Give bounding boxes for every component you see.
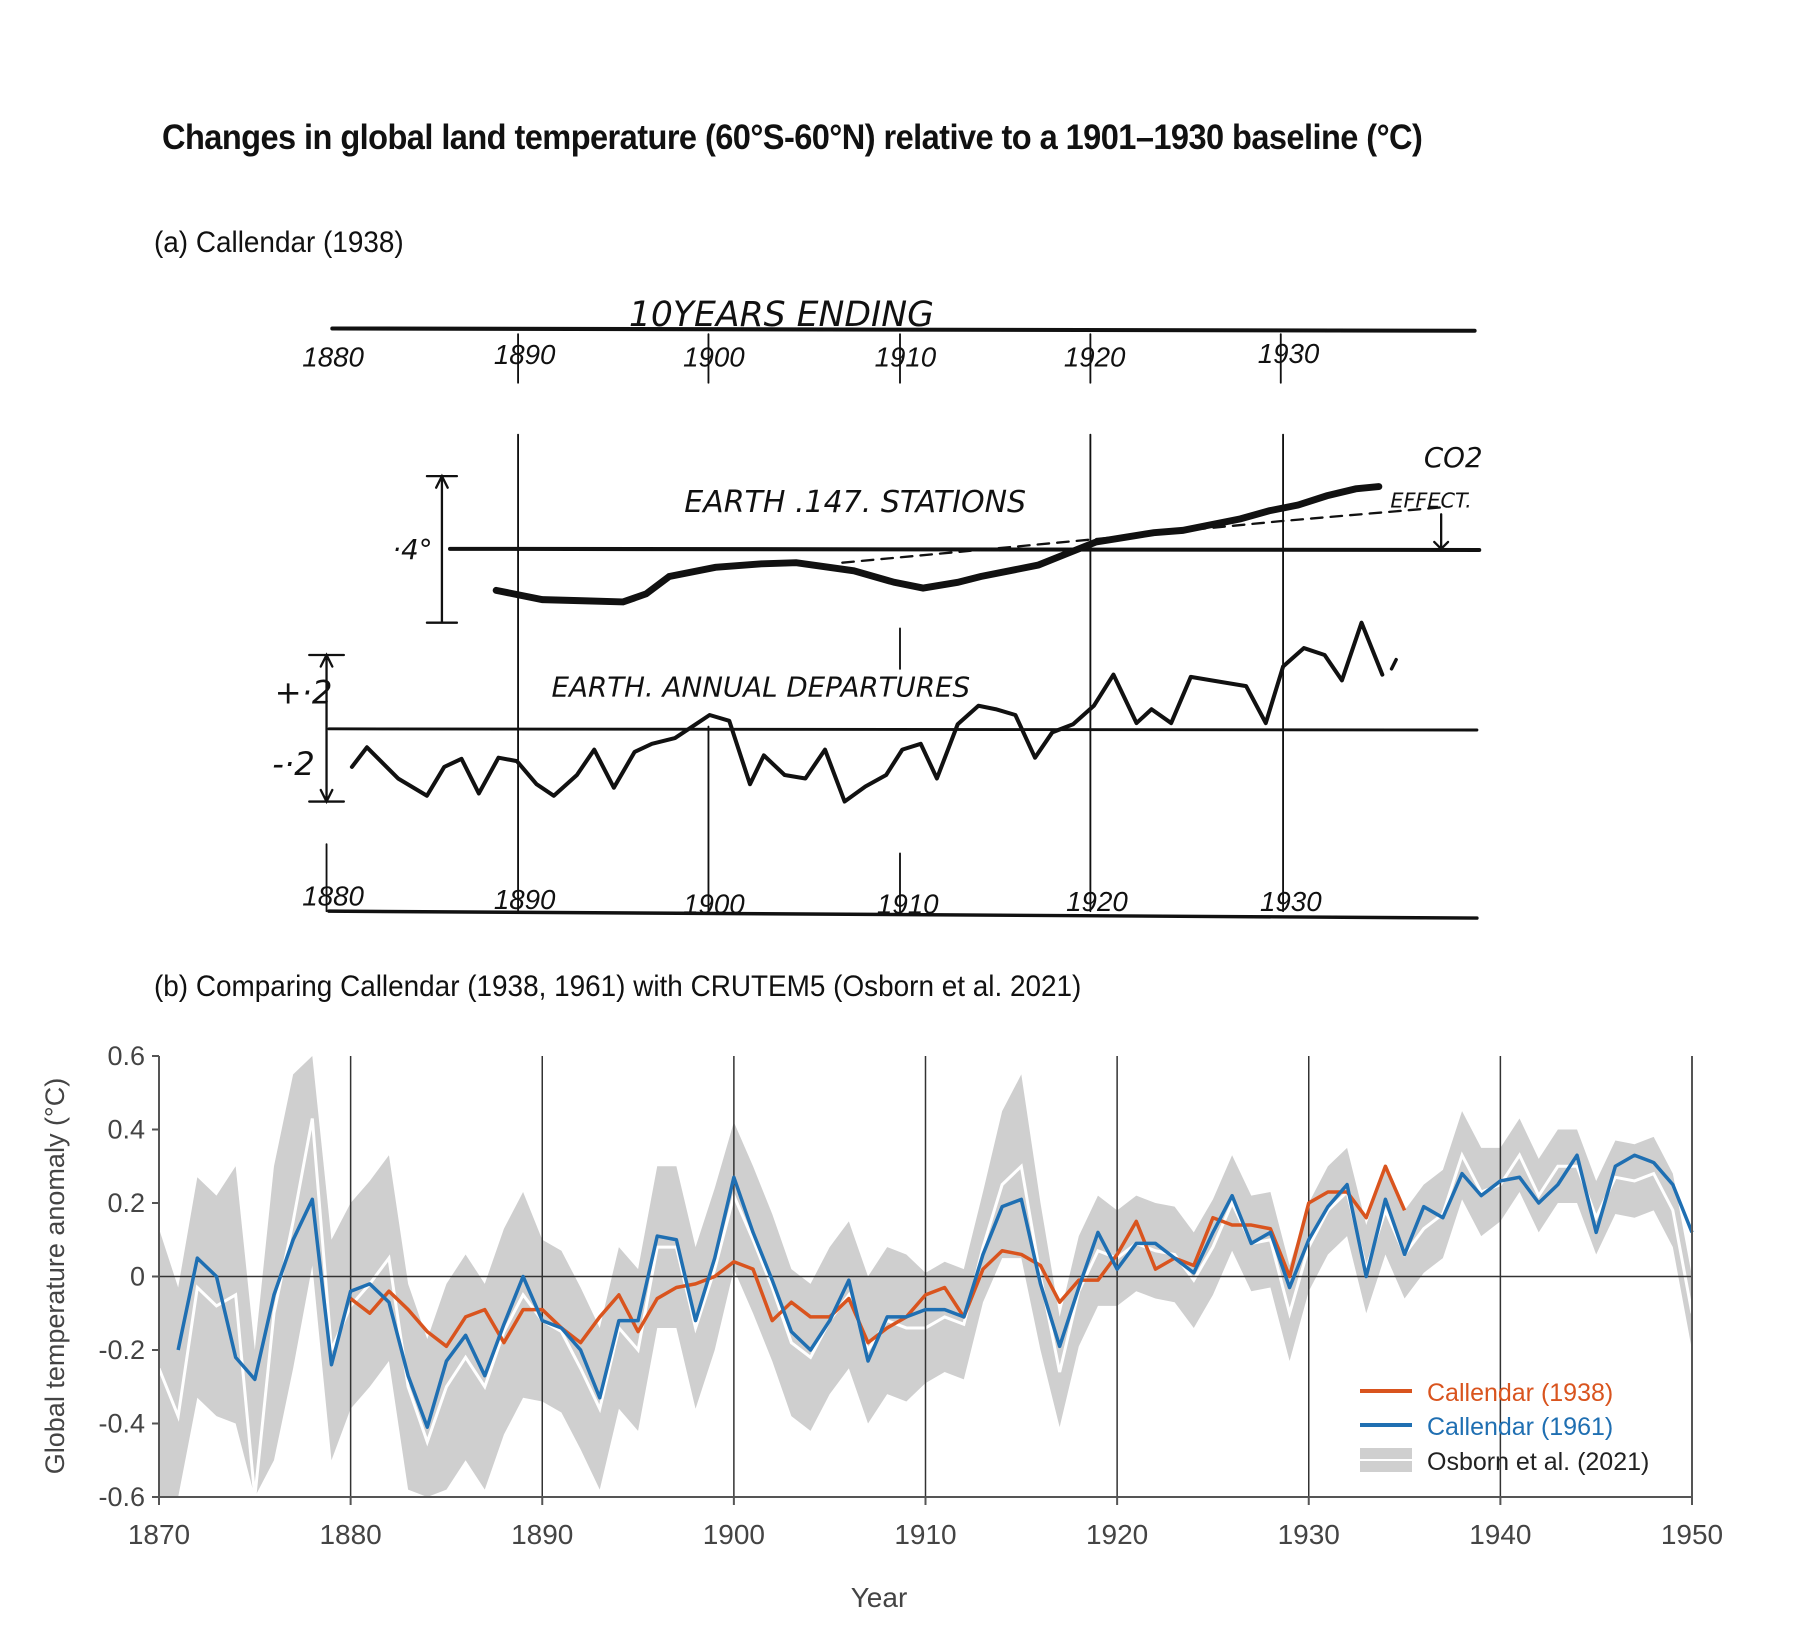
svg-text:1920: 1920 <box>1066 886 1128 917</box>
scale-bracket-04 <box>425 473 459 624</box>
x-tick-label: 1920 <box>1086 1519 1148 1550</box>
annual-departures-curve <box>349 620 1385 804</box>
lambda-arrow-icon <box>1433 513 1450 551</box>
ten-year-curve <box>492 483 1383 606</box>
scale-label-04: ·4° <box>392 533 432 566</box>
top-axis-title: 10YEARS ENDING <box>629 295 934 335</box>
legend-label-osborn: Osborn et al. (2021) <box>1427 1448 1649 1476</box>
legend-label-1938: Callendar (1938) <box>1427 1379 1613 1407</box>
svg-text:1900: 1900 <box>683 888 745 919</box>
svg-text:1880: 1880 <box>302 342 364 373</box>
y-tick-label: 0.6 <box>107 1041 145 1071</box>
curve2-label: EARTH. ANNUAL DEPARTURES <box>552 671 971 704</box>
x-axis-label: Year <box>851 1582 908 1613</box>
co2-effect-trend <box>841 506 1444 564</box>
callendar-1961-line <box>176 1153 1694 1429</box>
minus-02-label: -·2 <box>272 745 314 783</box>
panel-b-label: (b) Comparing Callendar (1938, 1961) wit… <box>154 970 1082 1003</box>
x-tick-label: 1900 <box>703 1519 765 1550</box>
top-axis-line <box>330 326 1477 333</box>
x-tick-label: 1910 <box>894 1519 956 1550</box>
svg-text:1930: 1930 <box>1258 338 1320 369</box>
svg-text:1910: 1910 <box>875 342 937 373</box>
svg-text:1880: 1880 <box>302 880 364 911</box>
svg-text:1920: 1920 <box>1064 342 1126 373</box>
scale-bracket-02 <box>308 652 345 805</box>
x-tick-label: 1890 <box>511 1519 573 1550</box>
svg-text:1910: 1910 <box>877 888 939 919</box>
svg-text:1890: 1890 <box>494 339 556 370</box>
svg-text:1930: 1930 <box>1260 886 1322 917</box>
top-tick-labels: 1880 1890 1900 1910 1920 1930 <box>302 338 1320 372</box>
top-axis-ticks <box>517 333 1282 384</box>
co2-label: CO2 <box>1424 441 1483 474</box>
y-tick-label: 0.2 <box>107 1188 145 1218</box>
legend-label-1961: Callendar (1961) <box>1427 1413 1613 1441</box>
y-tick-label: 0 <box>130 1262 145 1292</box>
x-tick-label: 1950 <box>1661 1519 1723 1550</box>
plus-02-label: +·2 <box>275 673 333 711</box>
x-tick-label: 1930 <box>1278 1519 1340 1550</box>
y-axis-label: Global temperature anomaly (°C) <box>40 1078 70 1474</box>
legend: Callendar (1938) Callendar (1961) Osborn… <box>1360 1379 1649 1476</box>
effect-label: EFFECT. <box>1390 488 1471 512</box>
svg-text:1900: 1900 <box>683 342 745 373</box>
svg-text:1890: 1890 <box>494 884 556 915</box>
ten-year-baseline <box>447 546 1482 553</box>
y-tick-label: -0.4 <box>98 1409 145 1439</box>
figure-title: Changes in global land temperature (60°S… <box>162 118 1423 157</box>
x-tick-label: 1880 <box>319 1519 381 1550</box>
bottom-tick-labels: 1880 1890 1900 1910 1920 1930 <box>302 880 1322 919</box>
annual-baseline <box>327 727 1479 732</box>
panel-a-figure: 10YEARS ENDING 1880 1890 1900 1910 <box>272 295 1483 920</box>
y-tick-label: 0.4 <box>107 1115 145 1145</box>
x-tick-label: 1940 <box>1469 1519 1531 1550</box>
bottom-axis-line <box>327 909 1479 920</box>
y-tick-label: -0.6 <box>98 1482 145 1512</box>
panel-a-label: (a) Callendar (1938) <box>154 226 404 259</box>
y-tick-label: -0.2 <box>98 1335 145 1365</box>
x-tick-label: 1870 <box>128 1519 190 1550</box>
curve1-label: EARTH .147. STATIONS <box>684 485 1026 520</box>
